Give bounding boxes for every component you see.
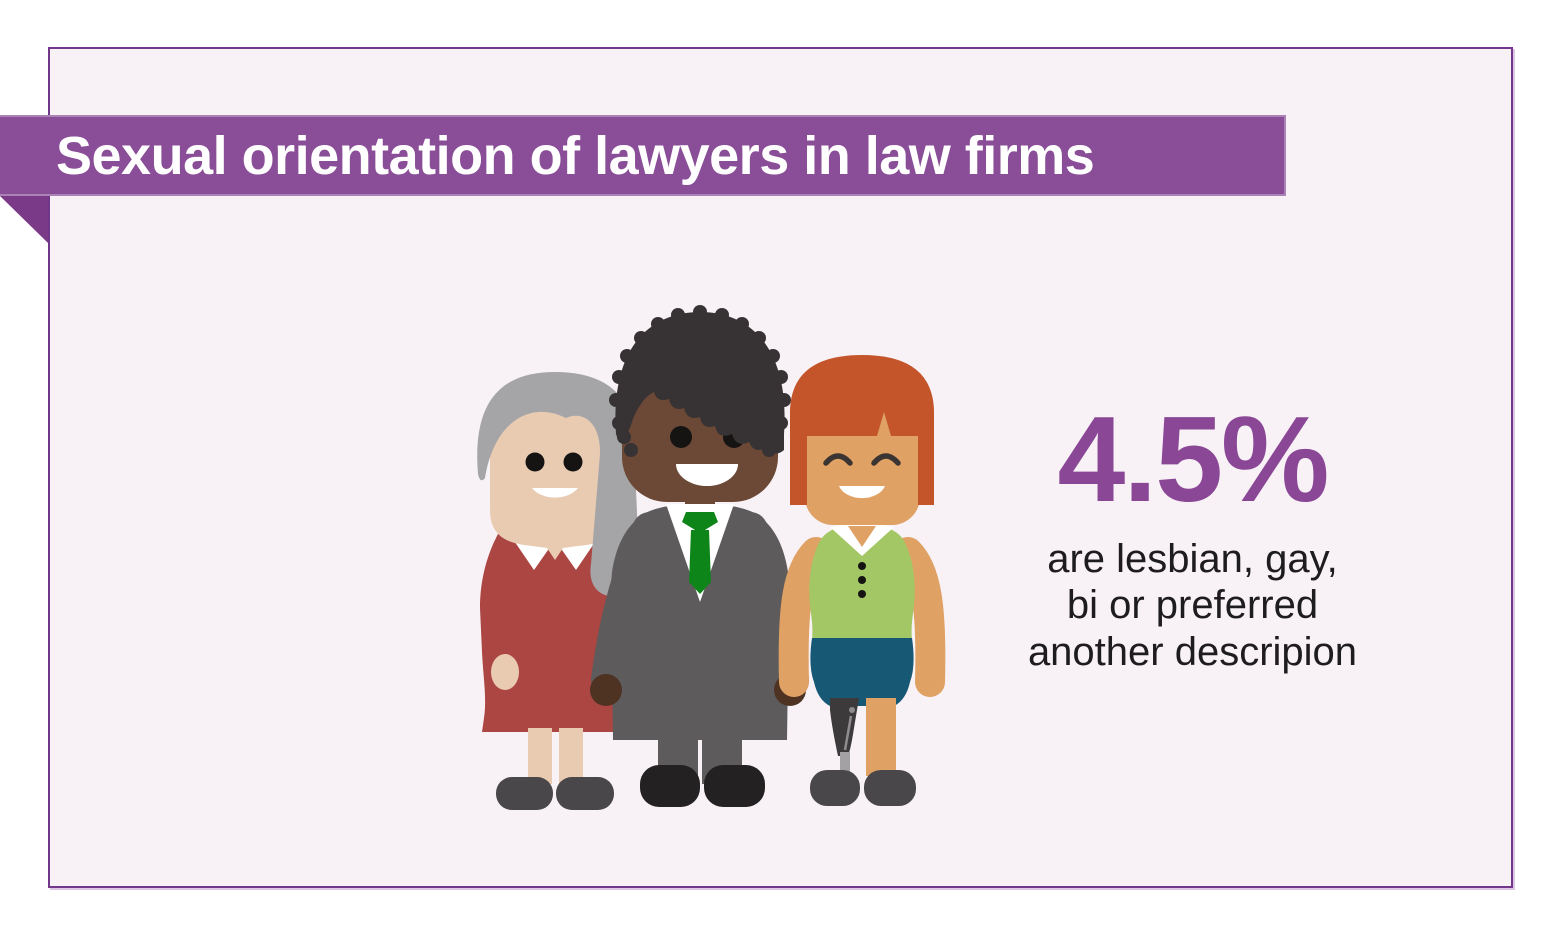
statistic-block: 4.5% are lesbian, gay, bi or preferred a… bbox=[1000, 398, 1385, 675]
person-grey-haired-woman bbox=[477, 372, 640, 810]
statistic-description-line: bi or preferred bbox=[1066, 583, 1319, 628]
banner-ribbon-fold bbox=[0, 196, 48, 243]
page-title: Sexual orientation of lawyers in law fir… bbox=[56, 125, 1095, 186]
statistic-description-line: another descripion bbox=[1027, 629, 1358, 674]
statistic-description-line: are lesbian, gay, bbox=[1047, 537, 1338, 581]
statistic-description: are lesbian, gay, bi or preferred anothe… bbox=[1000, 536, 1385, 675]
people-illustration bbox=[477, 305, 946, 810]
title-banner: Sexual orientation of lawyers in law fir… bbox=[0, 115, 1286, 196]
curly-hair-bumps bbox=[609, 305, 791, 457]
person-woman-with-prosthetic-leg bbox=[778, 355, 946, 806]
person-man-in-suit bbox=[590, 305, 809, 807]
statistic-value: 4.5% bbox=[1057, 391, 1329, 527]
